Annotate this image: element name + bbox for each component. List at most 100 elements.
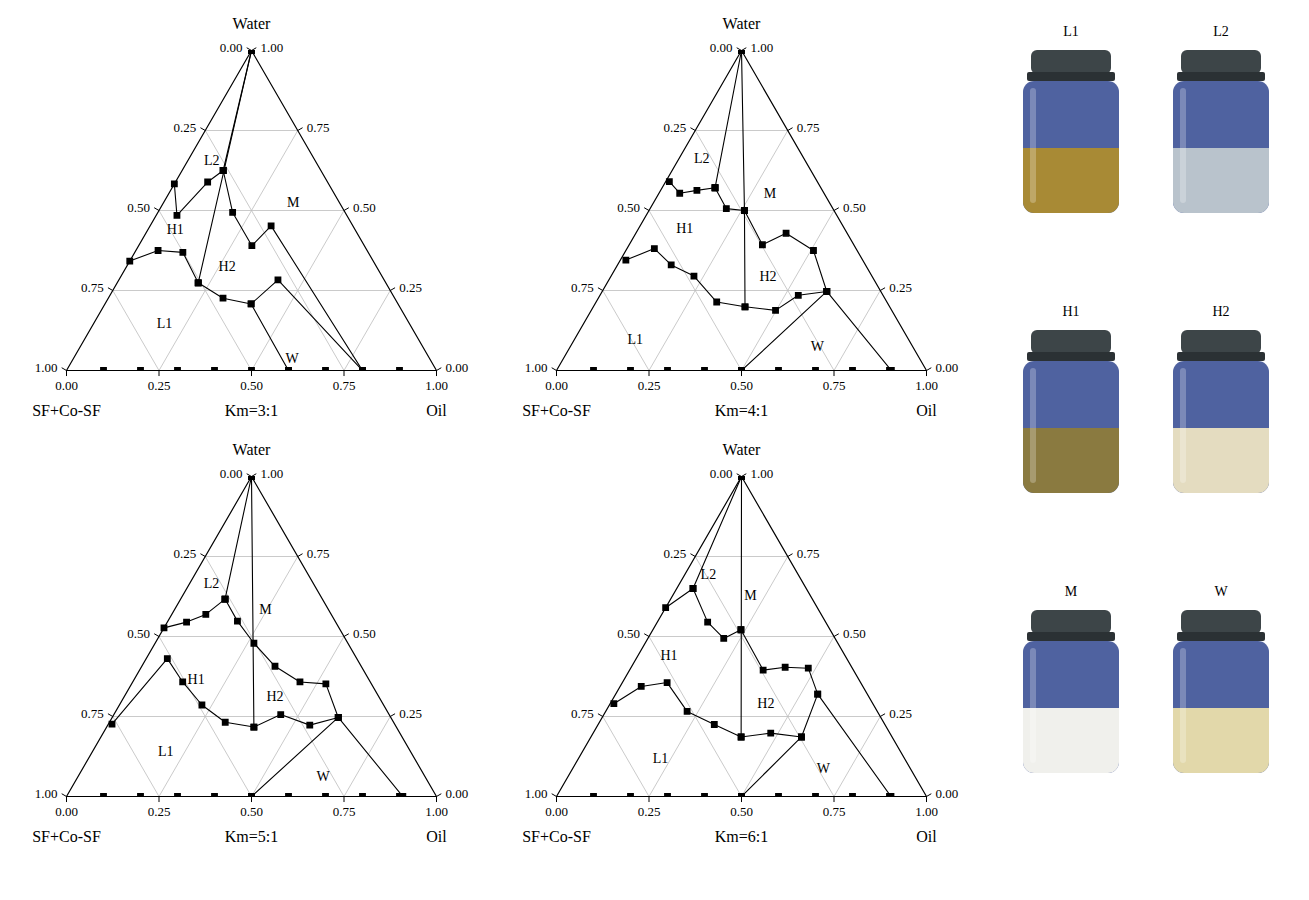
svg-text:0.25: 0.25 — [889, 280, 912, 295]
svg-text:0.25: 0.25 — [638, 378, 661, 393]
svg-text:0.75: 0.75 — [333, 378, 356, 393]
svg-text:1.00: 1.00 — [35, 360, 58, 375]
svg-text:0.00: 0.00 — [55, 804, 78, 819]
svg-text:L2: L2 — [694, 151, 710, 166]
svg-text:1.00: 1.00 — [525, 360, 548, 375]
svg-text:Water: Water — [723, 441, 761, 458]
svg-text:1.00: 1.00 — [261, 40, 284, 55]
svg-text:0.50: 0.50 — [127, 626, 150, 641]
svg-text:0.75: 0.75 — [571, 706, 594, 721]
svg-text:0.25: 0.25 — [664, 546, 687, 561]
svg-text:0.25: 0.25 — [148, 378, 171, 393]
svg-text:W: W — [286, 351, 300, 366]
svg-text:W: W — [817, 761, 831, 776]
svg-text:0.25: 0.25 — [889, 706, 912, 721]
svg-text:0.25: 0.25 — [174, 120, 197, 135]
svg-text:0.75: 0.75 — [81, 706, 104, 721]
svg-text:1.00: 1.00 — [751, 40, 774, 55]
svg-text:Oil: Oil — [426, 402, 447, 419]
svg-text:H2: H2 — [266, 689, 283, 704]
svg-text:0.50: 0.50 — [617, 626, 640, 641]
svg-text:0.50: 0.50 — [240, 378, 263, 393]
svg-text:0.00: 0.00 — [55, 378, 78, 393]
svg-text:1.00: 1.00 — [525, 786, 548, 801]
svg-text:SF+Co-SF: SF+Co-SF — [32, 402, 101, 419]
svg-text:0.75: 0.75 — [797, 546, 820, 561]
svg-text:0.75: 0.75 — [797, 120, 820, 135]
svg-text:Km=6:1: Km=6:1 — [715, 828, 768, 845]
svg-text:L1: L1 — [1063, 24, 1079, 39]
svg-text:H1: H1 — [167, 222, 184, 237]
svg-text:M: M — [287, 195, 300, 210]
svg-text:Oil: Oil — [426, 828, 447, 845]
svg-text:0.50: 0.50 — [843, 626, 866, 641]
svg-text:W: W — [811, 339, 825, 354]
svg-text:0.50: 0.50 — [730, 804, 753, 819]
svg-text:H1: H1 — [1062, 304, 1079, 319]
svg-text:Water: Water — [723, 15, 761, 32]
svg-text:1.00: 1.00 — [261, 466, 284, 481]
svg-text:0.25: 0.25 — [174, 546, 197, 561]
svg-text:0.50: 0.50 — [353, 626, 376, 641]
svg-text:0.25: 0.25 — [148, 804, 171, 819]
svg-text:Water: Water — [233, 441, 271, 458]
svg-text:L1: L1 — [157, 316, 173, 331]
svg-text:M: M — [259, 602, 272, 617]
svg-text:H2: H2 — [757, 696, 774, 711]
svg-text:1.00: 1.00 — [425, 378, 448, 393]
svg-text:L2: L2 — [701, 567, 717, 582]
svg-text:Oil: Oil — [916, 828, 937, 845]
svg-text:H1: H1 — [676, 221, 693, 236]
svg-text:0.50: 0.50 — [127, 200, 150, 215]
svg-text:0.00: 0.00 — [710, 40, 733, 55]
svg-text:M: M — [764, 186, 777, 201]
svg-text:0.00: 0.00 — [446, 786, 469, 801]
svg-text:0.25: 0.25 — [399, 706, 422, 721]
svg-text:SF+Co-SF: SF+Co-SF — [32, 828, 101, 845]
svg-text:0.75: 0.75 — [307, 546, 330, 561]
svg-text:H2: H2 — [219, 259, 236, 274]
svg-text:0.50: 0.50 — [353, 200, 376, 215]
svg-text:0.00: 0.00 — [446, 360, 469, 375]
svg-text:1.00: 1.00 — [915, 804, 938, 819]
svg-text:SF+Co-SF: SF+Co-SF — [522, 828, 591, 845]
svg-text:SF+Co-SF: SF+Co-SF — [522, 402, 591, 419]
svg-text:0.50: 0.50 — [240, 804, 263, 819]
svg-text:1.00: 1.00 — [915, 378, 938, 393]
svg-text:Km=4:1: Km=4:1 — [715, 402, 768, 419]
svg-text:0.75: 0.75 — [333, 804, 356, 819]
svg-text:Km=3:1: Km=3:1 — [225, 402, 278, 419]
svg-text:0.50: 0.50 — [843, 200, 866, 215]
svg-text:L1: L1 — [628, 332, 644, 347]
svg-text:Km=5:1: Km=5:1 — [225, 828, 278, 845]
svg-text:0.50: 0.50 — [730, 378, 753, 393]
svg-text:0.25: 0.25 — [399, 280, 422, 295]
svg-text:0.25: 0.25 — [638, 804, 661, 819]
svg-text:0.25: 0.25 — [664, 120, 687, 135]
svg-text:1.00: 1.00 — [425, 804, 448, 819]
svg-text:0.00: 0.00 — [936, 360, 959, 375]
svg-text:H1: H1 — [660, 648, 677, 663]
svg-text:H1: H1 — [188, 672, 205, 687]
svg-text:M: M — [744, 588, 757, 603]
svg-text:0.75: 0.75 — [823, 378, 846, 393]
svg-text:0.75: 0.75 — [307, 120, 330, 135]
svg-text:0.00: 0.00 — [936, 786, 959, 801]
svg-text:1.00: 1.00 — [751, 466, 774, 481]
svg-text:L1: L1 — [653, 751, 669, 766]
svg-text:0.75: 0.75 — [823, 804, 846, 819]
svg-text:0.00: 0.00 — [220, 40, 243, 55]
svg-text:H2: H2 — [1212, 304, 1229, 319]
svg-text:0.00: 0.00 — [710, 466, 733, 481]
svg-text:0.75: 0.75 — [81, 280, 104, 295]
svg-text:W: W — [316, 769, 330, 784]
svg-text:L2: L2 — [204, 153, 220, 168]
svg-text:L2: L2 — [1213, 24, 1229, 39]
svg-text:1.00: 1.00 — [35, 786, 58, 801]
svg-text:L2: L2 — [204, 576, 220, 591]
svg-text:0.50: 0.50 — [617, 200, 640, 215]
svg-text:0.00: 0.00 — [545, 378, 568, 393]
svg-text:H2: H2 — [759, 269, 776, 284]
svg-text:M: M — [1065, 584, 1078, 599]
svg-text:0.75: 0.75 — [571, 280, 594, 295]
